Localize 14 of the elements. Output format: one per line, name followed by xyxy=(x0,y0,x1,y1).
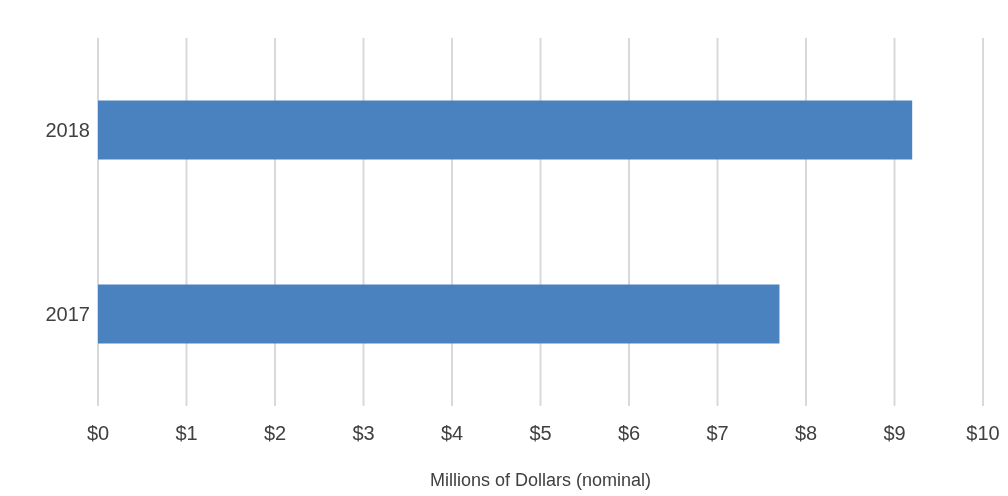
x-tick-label: $7 xyxy=(706,422,729,445)
x-tick-label: $5 xyxy=(529,422,552,445)
x-tick-label: $4 xyxy=(440,422,464,445)
x-tick-label: $0 xyxy=(86,422,110,445)
x-tick-label: $8 xyxy=(794,422,818,445)
x-axis-title: Millions of Dollars (nominal) xyxy=(429,470,652,490)
x-tick-label: $9 xyxy=(883,422,906,445)
x-tick-label: $6 xyxy=(617,422,641,445)
x-tick-label: $1 xyxy=(175,422,198,445)
y-tick-label: 2017 xyxy=(45,303,90,326)
x-tick-label: $10 xyxy=(966,422,1000,445)
x-tick-label: $3 xyxy=(352,422,375,445)
x-tick-label: $2 xyxy=(263,422,287,445)
y-tick-label: 2018 xyxy=(45,119,90,142)
